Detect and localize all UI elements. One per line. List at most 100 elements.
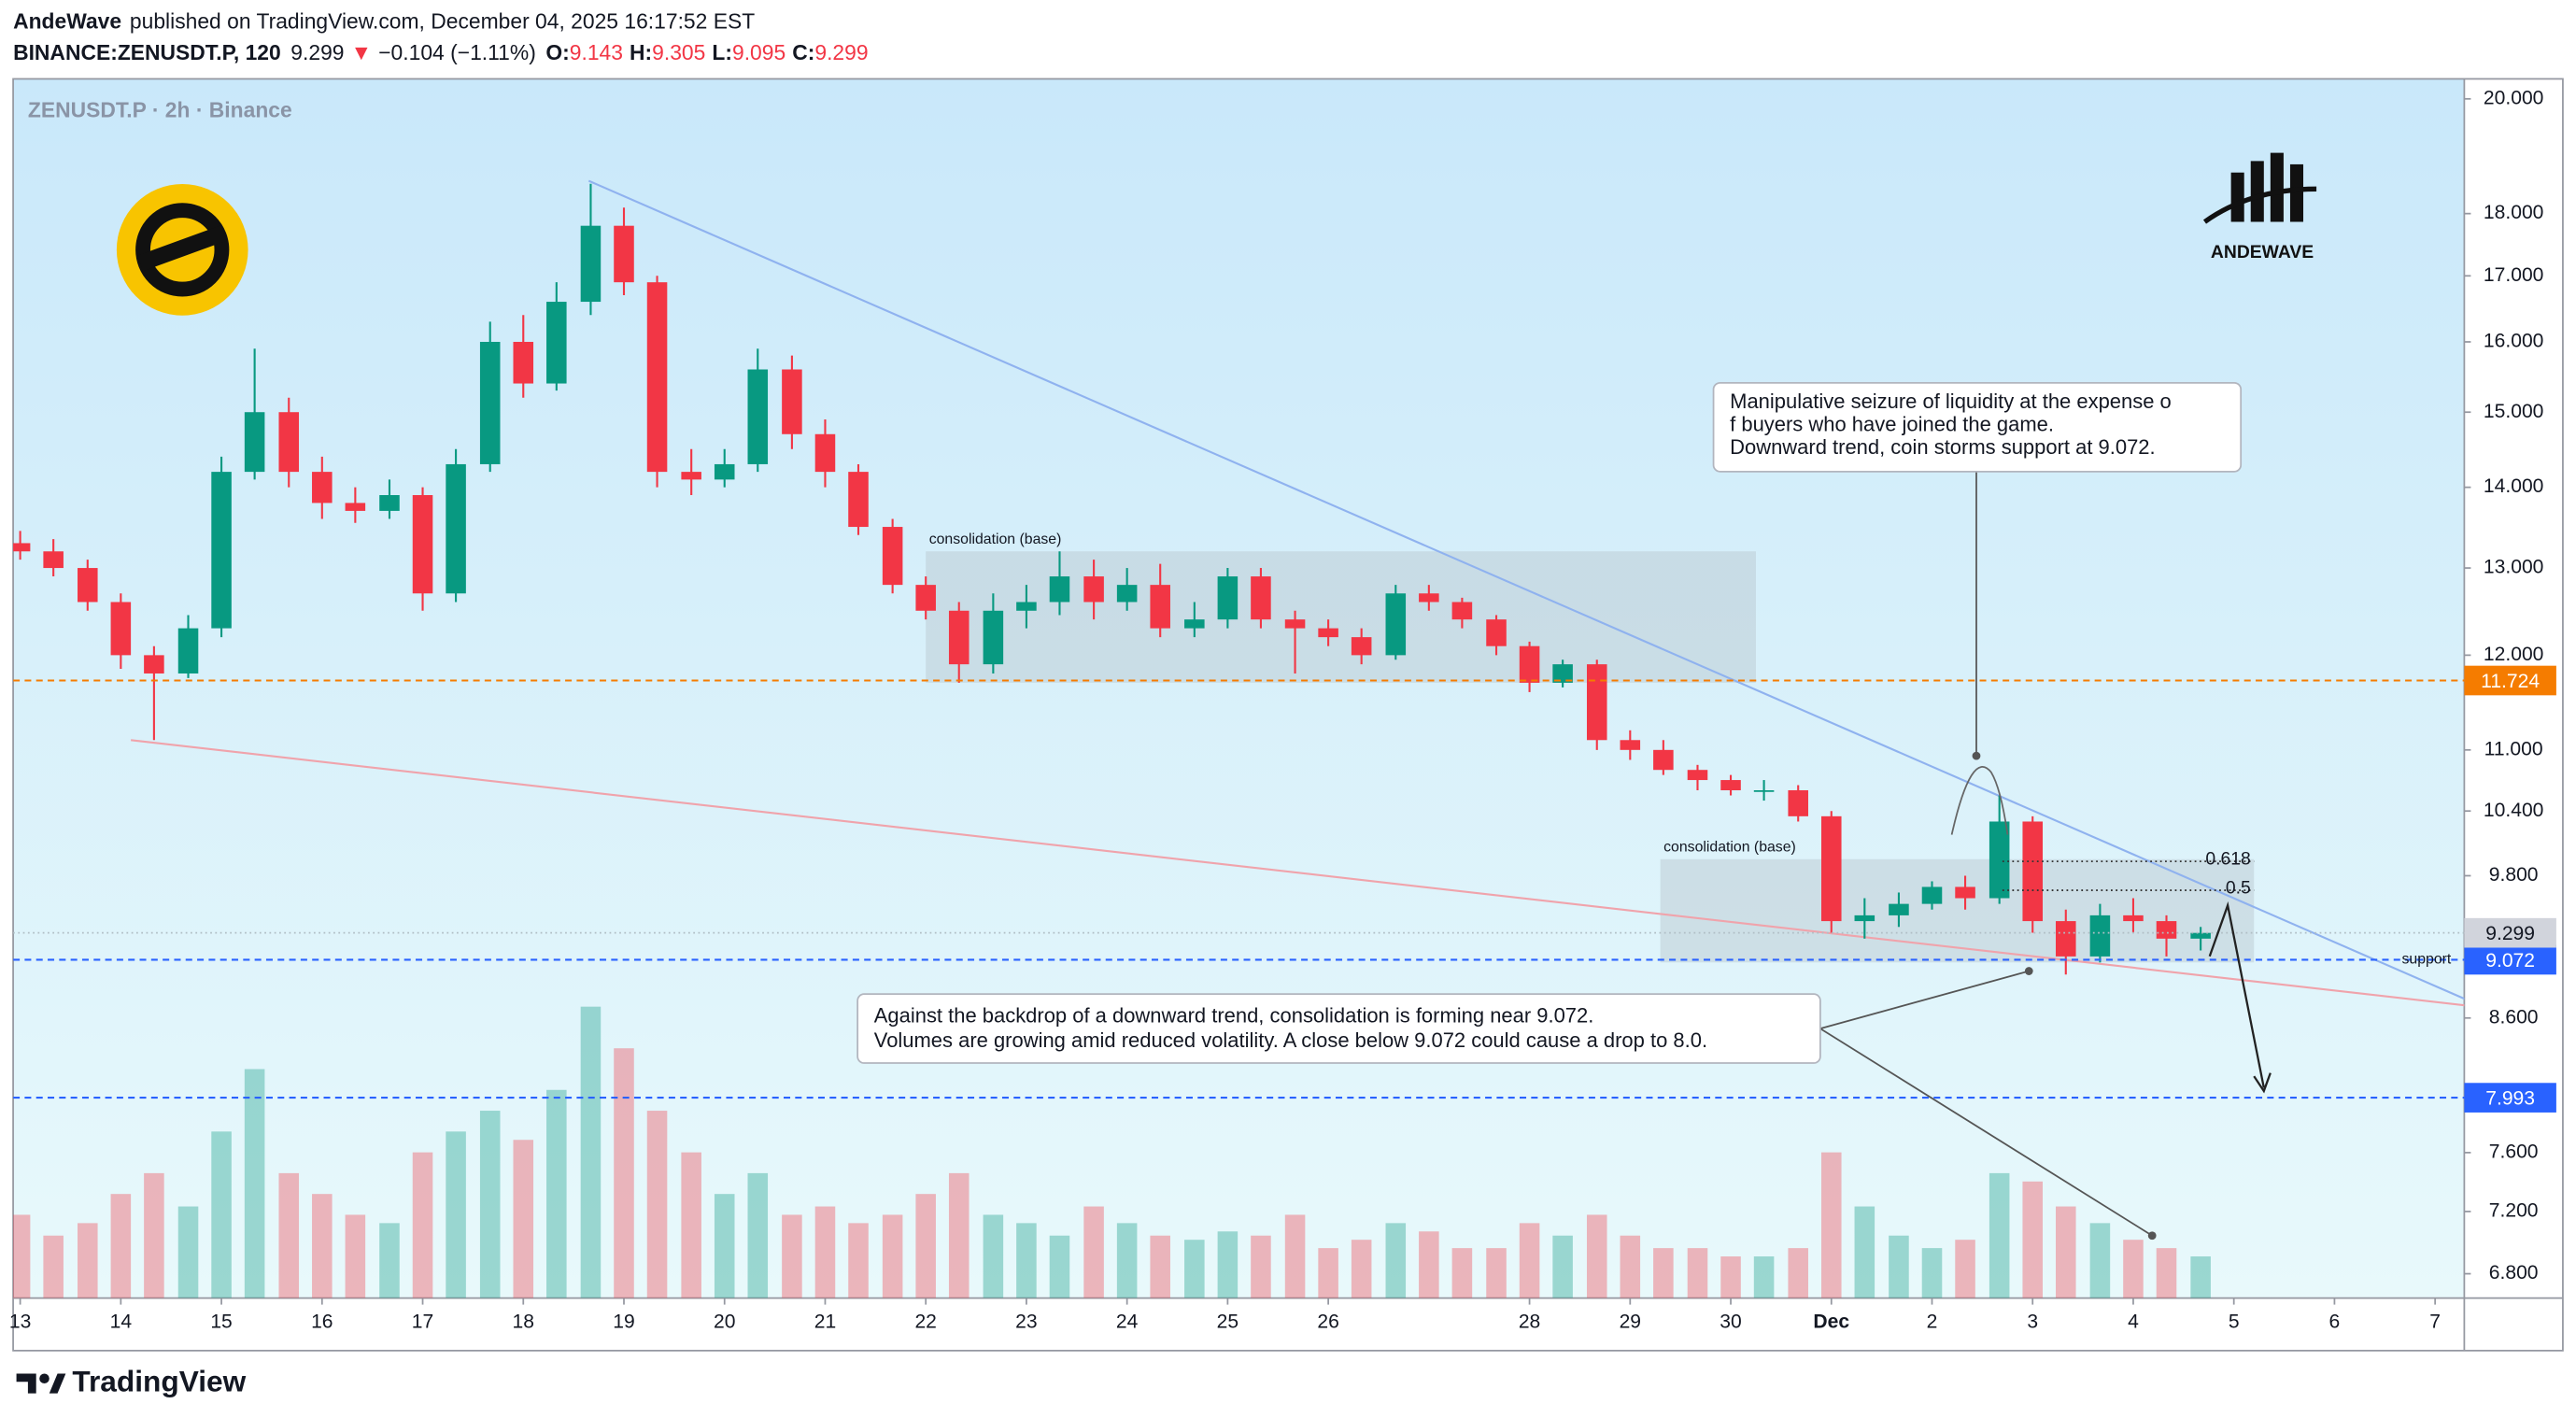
- x-tick-label: 7: [2429, 1312, 2441, 1333]
- ohlc-label: H:: [630, 40, 652, 64]
- y-tick-label: 13.000: [2484, 557, 2544, 578]
- fib-label: 0.5: [2226, 877, 2251, 898]
- candle-body: [1083, 576, 1104, 603]
- ohlc-label: O:: [545, 40, 569, 64]
- level-label: support: [2402, 952, 2452, 968]
- ohlc-value: 9.299: [814, 40, 868, 64]
- candle-body: [345, 503, 366, 511]
- candle-body: [2123, 915, 2144, 922]
- y-tick-label: 16.000: [2484, 331, 2544, 352]
- volume-bar: [882, 1214, 903, 1298]
- candle-body: [1486, 619, 1507, 646]
- candle-body: [1989, 821, 2010, 899]
- candle-body: [580, 225, 602, 303]
- x-tick-label: 17: [412, 1312, 433, 1333]
- volume-bar: [144, 1172, 164, 1298]
- box-label: consolidation (base): [929, 532, 1062, 547]
- volume-bar: [1217, 1231, 1238, 1298]
- x-tick-label: 24: [1116, 1312, 1139, 1333]
- candle-body: [1653, 749, 1674, 771]
- volume-bar: [1653, 1248, 1674, 1298]
- y-tick-label: 9.800: [2489, 864, 2539, 886]
- price-label: 9.072: [2485, 950, 2535, 971]
- y-tick-label: 18.000: [2484, 202, 2544, 223]
- volume-bar: [13, 1214, 31, 1298]
- plot-background: [13, 78, 2465, 1298]
- candle-body: [1921, 886, 1943, 904]
- candle-body: [412, 495, 433, 594]
- candle-body: [1451, 602, 1473, 620]
- candle-body: [714, 463, 735, 480]
- x-tick-label: 14: [110, 1312, 133, 1333]
- candle-body: [278, 412, 300, 473]
- volume-bar: [2089, 1223, 2111, 1298]
- y-tick-label: 7.200: [2489, 1200, 2539, 1222]
- volume-bar: [2123, 1240, 2144, 1298]
- volume-bar: [2156, 1248, 2177, 1298]
- x-tick-label: Dec: [1813, 1312, 1849, 1333]
- volume-bar: [2056, 1206, 2076, 1298]
- annotation-text: Volumes are growing amid reduced volatil…: [874, 1028, 1707, 1052]
- trendline: [130, 739, 2465, 1007]
- volume-bar: [1889, 1235, 1909, 1298]
- candle-body: [1251, 576, 1271, 620]
- y-tick-label: 14.000: [2484, 475, 2544, 497]
- x-tick-label: 25: [1217, 1312, 1238, 1333]
- candle-body: [2089, 915, 2111, 957]
- volume-bar: [1788, 1248, 1808, 1298]
- box-label: consolidation (base): [1663, 840, 1796, 856]
- y-tick-label: 12.000: [2484, 644, 2544, 665]
- volume-bar: [43, 1235, 64, 1298]
- volume-bar: [948, 1172, 970, 1298]
- price-label-bg: [2464, 665, 2556, 696]
- volume-bar: [1620, 1235, 1641, 1298]
- y-tick-label: 7.600: [2489, 1141, 2539, 1162]
- candle-body: [848, 472, 869, 528]
- volume-bar: [312, 1194, 333, 1298]
- candle-body: [43, 551, 64, 569]
- last: 9.299: [290, 40, 344, 64]
- candle-body: [1889, 903, 1909, 915]
- volume-bar: [412, 1152, 433, 1298]
- volume-bar: [1955, 1240, 1975, 1298]
- candle-body: [1753, 790, 1775, 792]
- volume-bar: [646, 1111, 668, 1298]
- volume-bar: [110, 1194, 132, 1298]
- candle-body: [479, 341, 501, 464]
- volume-bar: [345, 1214, 366, 1298]
- volume-bar: [1586, 1214, 1607, 1298]
- x-tick-label: 22: [914, 1312, 936, 1333]
- candle-body: [1788, 790, 1808, 816]
- volume-bar: [714, 1194, 735, 1298]
- volume-bar: [1854, 1206, 1875, 1298]
- header-line-1: AndeWave published on TradingView.com, De…: [13, 9, 755, 34]
- candle-body: [513, 341, 534, 384]
- volume-bar: [177, 1206, 199, 1298]
- volume-bar: [211, 1131, 232, 1298]
- volume-bar: [1150, 1235, 1170, 1298]
- volume-bar: [2190, 1256, 2211, 1298]
- volume-bar: [1284, 1214, 1306, 1298]
- candle-body: [144, 655, 164, 674]
- ohlc-value: 9.095: [732, 40, 786, 64]
- candle-body: [915, 585, 936, 611]
- candle-body: [1318, 628, 1338, 638]
- y-tick-label: 8.600: [2489, 1006, 2539, 1028]
- trendline: [587, 179, 2465, 1000]
- volume-bar: [1451, 1248, 1473, 1298]
- candle-body: [1955, 886, 1975, 899]
- volume-bar: [278, 1172, 300, 1298]
- x-tick-label: 23: [1015, 1312, 1037, 1333]
- x-tick-label: 6: [2329, 1312, 2341, 1333]
- volume-bar: [1820, 1152, 1842, 1298]
- volume-bar: [1687, 1248, 1708, 1298]
- published: published on TradingView.com, December 0…: [130, 9, 755, 34]
- x-tick-label: 26: [1317, 1312, 1338, 1333]
- volume-bar: [915, 1194, 936, 1298]
- volume-bar: [1351, 1240, 1372, 1298]
- ohlc-label: L:: [712, 40, 732, 64]
- x-tick-label: 20: [714, 1312, 735, 1333]
- projection-arrow: [2208, 900, 2272, 1094]
- x-tick-label: 28: [1519, 1312, 1540, 1333]
- annotation-text: f buyers who have joined the game.: [1730, 412, 2054, 435]
